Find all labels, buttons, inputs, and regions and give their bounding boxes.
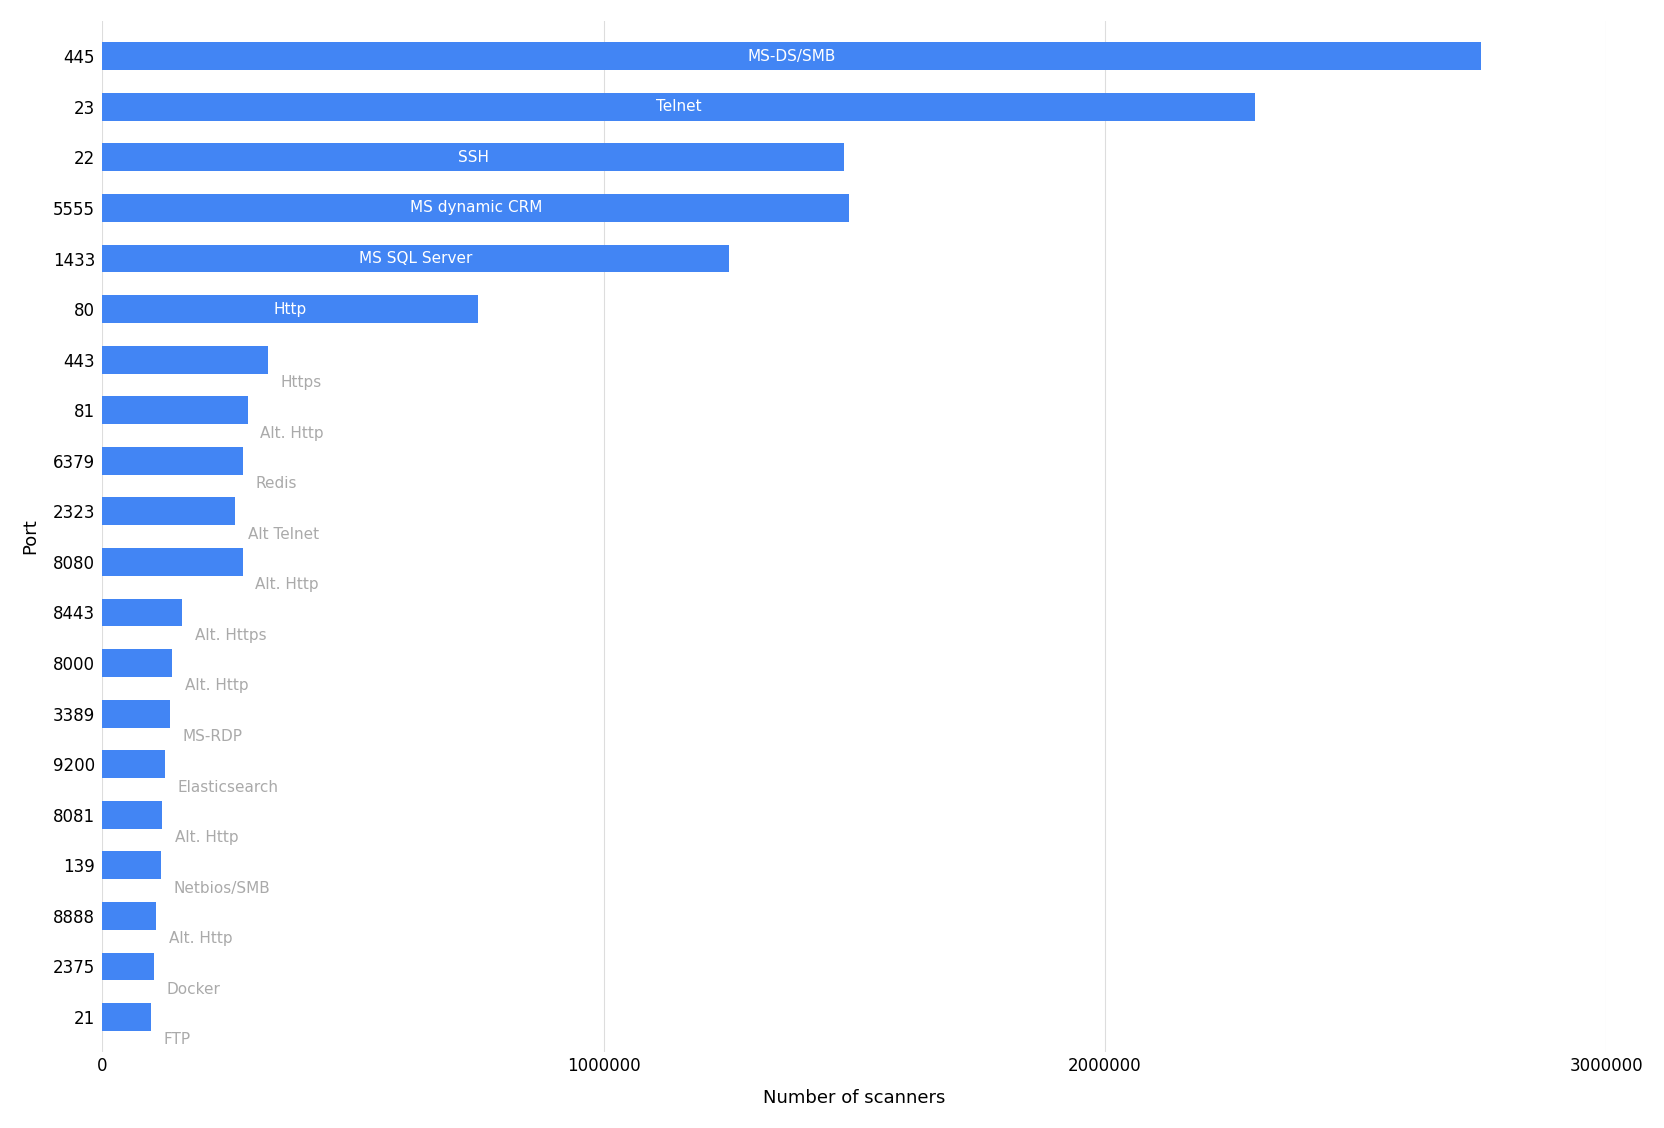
Text: SSH: SSH	[458, 150, 489, 165]
X-axis label: Number of scanners: Number of scanners	[764, 1090, 945, 1108]
Text: Alt. Http: Alt. Http	[260, 425, 324, 441]
Text: MS SQL Server: MS SQL Server	[359, 252, 473, 266]
Bar	[102, 396, 248, 424]
Text: Docker: Docker	[166, 981, 220, 997]
Text: Alt. Http: Alt. Http	[255, 578, 319, 592]
Bar	[102, 1003, 151, 1031]
Text: Alt. Http: Alt. Http	[168, 932, 233, 946]
Bar	[102, 497, 235, 526]
Bar	[102, 43, 1481, 70]
Bar	[102, 296, 478, 323]
Bar	[102, 902, 156, 929]
Text: Elasticsearch: Elasticsearch	[178, 779, 278, 794]
Text: MS-DS/SMB: MS-DS/SMB	[747, 49, 835, 63]
Bar	[102, 92, 1255, 121]
Text: Telnet: Telnet	[656, 99, 702, 114]
Bar	[102, 852, 161, 879]
Text: MS-RDP: MS-RDP	[183, 729, 243, 744]
Text: MS dynamic CRM: MS dynamic CRM	[409, 201, 542, 215]
Text: Alt Telnet: Alt Telnet	[248, 527, 319, 541]
Text: FTP: FTP	[163, 1032, 191, 1048]
Bar	[102, 649, 173, 677]
Text: Https: Https	[280, 376, 321, 390]
Bar	[102, 699, 170, 728]
Bar	[102, 345, 268, 373]
Bar	[102, 447, 243, 475]
Text: Http: Http	[273, 301, 306, 317]
Bar	[102, 548, 243, 575]
Bar	[102, 143, 844, 171]
Text: Netbios/SMB: Netbios/SMB	[173, 881, 271, 896]
Bar	[102, 245, 729, 272]
Bar	[102, 194, 849, 222]
Bar	[102, 750, 165, 778]
Text: Alt. Http: Alt. Http	[185, 678, 248, 694]
Y-axis label: Port: Port	[22, 519, 38, 555]
Text: Redis: Redis	[255, 476, 296, 491]
Text: Alt. Https: Alt. Https	[195, 628, 266, 643]
Text: Alt. Http: Alt. Http	[175, 830, 238, 845]
Bar	[102, 801, 163, 829]
Bar	[102, 599, 183, 626]
Bar	[102, 952, 153, 980]
